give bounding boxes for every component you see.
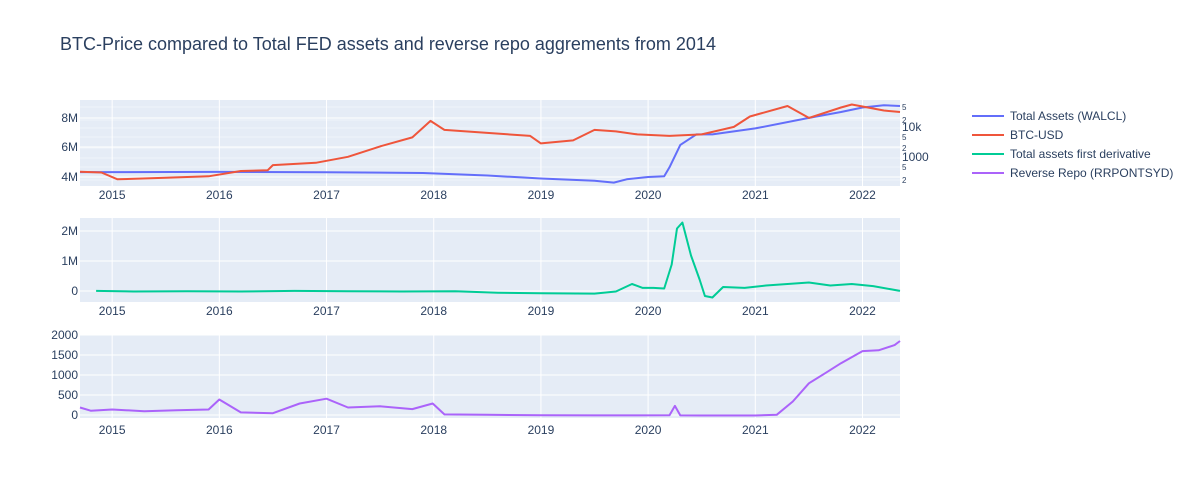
legend-item-reverse-repo[interactable]: Reverse Repo (RRPONTSYD) xyxy=(972,163,1173,182)
y-tick-label: 1M xyxy=(61,254,78,268)
y-tick-label: 2M xyxy=(61,224,78,238)
x-tick-label: 2021 xyxy=(742,188,769,202)
y-tick-label: 0 xyxy=(71,408,78,422)
series-line xyxy=(79,340,901,417)
top-panel: 2015 2016 2017 2018 2019 2020 2021 2022 4M 6M 8M 2 5… xyxy=(61,100,929,202)
x-tick-label: 2018 xyxy=(420,188,447,202)
x-tick-label: 2018 xyxy=(420,423,447,437)
plot-background xyxy=(80,218,900,302)
plot-background xyxy=(80,335,900,418)
x-tick-label: 2022 xyxy=(849,304,876,318)
x-tick-label: 2016 xyxy=(206,423,233,437)
legend-label: Total assets first derivative xyxy=(1010,146,1151,161)
x-tick-label: 2022 xyxy=(849,188,876,202)
series-line xyxy=(96,221,901,299)
y-right-tick-label: 5 xyxy=(902,133,907,142)
y-tick-label: 6M xyxy=(61,140,78,154)
y-tick-label: 4M xyxy=(61,170,78,184)
legend-label: Total Assets (WALCL) xyxy=(1010,108,1127,123)
x-tick-label: 2020 xyxy=(635,188,662,202)
x-tick-label: 2017 xyxy=(313,188,340,202)
legend-label: BTC-USD xyxy=(1010,127,1064,142)
middle-panel: 2015 2016 2017 2018 2019 2020 2021 2022 0 1M 2M xyxy=(61,218,901,318)
x-tick-label: 2016 xyxy=(206,304,233,318)
y-tick-label: 0 xyxy=(71,284,78,298)
x-tick-label: 2017 xyxy=(313,304,340,318)
x-tick-label: 2018 xyxy=(420,304,447,318)
y-tick-label: 1500 xyxy=(51,348,78,362)
legend-swatch xyxy=(972,152,1004,155)
legend: Total Assets (WALCL) BTC-USD Total asset… xyxy=(972,106,1173,182)
y-tick-label: 2000 xyxy=(51,328,78,342)
legend-item-first-derivative[interactable]: Total assets first derivative xyxy=(972,144,1173,163)
legend-label: Reverse Repo (RRPONTSYD) xyxy=(1010,165,1174,180)
x-tick-label: 2021 xyxy=(742,304,769,318)
x-tick-label: 2019 xyxy=(528,188,555,202)
y-right-tick-label: 2 xyxy=(902,116,907,125)
x-tick-label: 2019 xyxy=(528,304,555,318)
legend-item-total-assets[interactable]: Total Assets (WALCL) xyxy=(972,106,1173,125)
y-tick-label: 1000 xyxy=(51,368,78,382)
x-tick-label: 2019 xyxy=(528,423,555,437)
x-tick-label: 2015 xyxy=(99,304,126,318)
x-tick-label: 2015 xyxy=(99,423,126,437)
x-tick-label: 2016 xyxy=(206,188,233,202)
y-right-tick-label: 5 xyxy=(902,103,907,112)
y-right-tick-label: 2 xyxy=(902,144,907,153)
legend-item-btc-usd[interactable]: BTC-USD xyxy=(972,125,1173,144)
legend-swatch xyxy=(972,171,1004,174)
x-tick-label: 2015 xyxy=(99,188,126,202)
y-right-tick-label: 1000 xyxy=(902,150,929,164)
y-right-tick-label: 2 xyxy=(902,176,907,185)
plot-background xyxy=(80,100,900,186)
x-tick-label: 2022 xyxy=(849,423,876,437)
x-tick-label: 2020 xyxy=(635,423,662,437)
x-tick-label: 2017 xyxy=(313,423,340,437)
y-tick-label: 8M xyxy=(61,111,78,125)
bottom-panel: 2015 2016 2017 2018 2019 2020 2021 2022 0 500 1000… xyxy=(51,328,901,437)
legend-swatch xyxy=(972,133,1004,136)
chart-title: BTC-Price compared to Total FED assets a… xyxy=(60,34,716,54)
y-right-tick-label: 5 xyxy=(902,163,907,172)
series-line xyxy=(80,104,901,184)
y-tick-label: 500 xyxy=(58,388,78,402)
y-right-tick-label: 10k xyxy=(902,120,922,134)
x-tick-label: 2021 xyxy=(742,423,769,437)
series-line xyxy=(79,103,901,181)
x-tick-label: 2020 xyxy=(635,304,662,318)
legend-swatch xyxy=(972,114,1004,117)
